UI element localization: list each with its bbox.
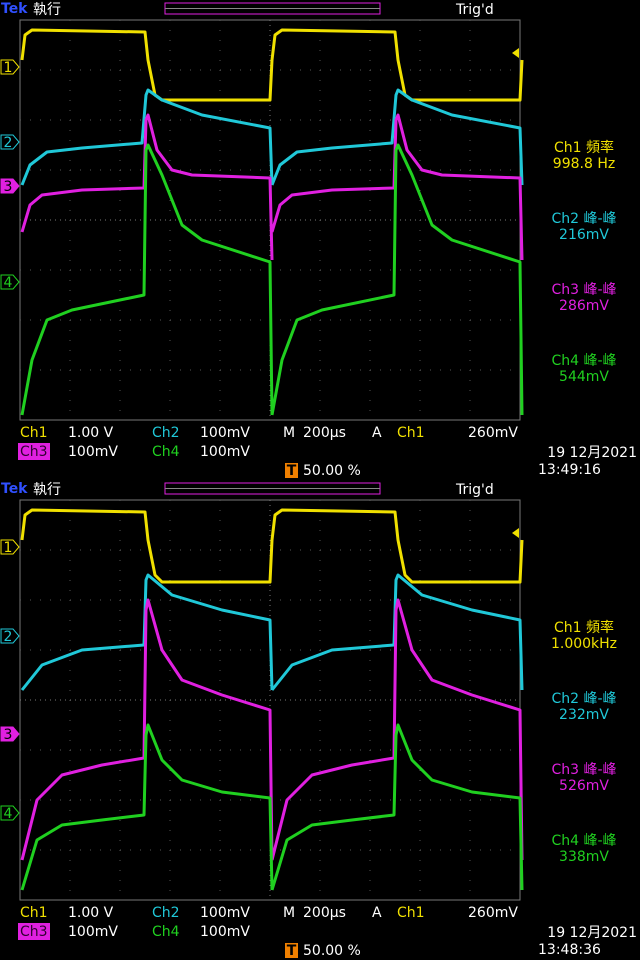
trigger-pos-icon [285, 943, 298, 958]
run-status: 執行 [33, 482, 61, 498]
setting: 100mV [200, 924, 250, 940]
trigger-state: Trig'd [455, 482, 494, 498]
measurement-value: 338mV [559, 849, 609, 865]
channel-marker [0, 178, 20, 194]
setting: Ch4 [152, 444, 180, 460]
ch3-tag [18, 443, 50, 460]
setting: 100mV [200, 444, 250, 460]
measurement-value: 526mV [559, 778, 609, 794]
setting: 100mV [68, 444, 118, 460]
setting: M [283, 425, 295, 441]
setting: M [283, 905, 295, 921]
setting: 100mV [200, 425, 250, 441]
waveform [20, 88, 524, 186]
setting: Ch2 [152, 905, 180, 921]
brand: Tek [1, 1, 28, 17]
measurement-value: 216mV [559, 227, 609, 243]
measurement-label: Ch1 頻率 [554, 619, 614, 636]
setting: 200µs [303, 905, 346, 921]
trigger-pos-icon [285, 463, 298, 478]
channel-marker-label: 4 [4, 275, 13, 291]
waveform [20, 598, 524, 861]
ch3-tag [18, 923, 50, 940]
measurement-label: Ch2 峰-峰 [551, 211, 616, 227]
channel-marker [0, 274, 20, 290]
date: 19 12月2021 [547, 445, 637, 461]
channel-marker [0, 539, 20, 555]
waveform [20, 723, 524, 891]
trigger-pos-icon-label: T [287, 943, 297, 959]
measurement-value: 998.8 Hz [553, 156, 615, 172]
trigger-level [512, 528, 519, 538]
channel-marker [0, 134, 20, 150]
measurement-label: Ch2 峰-峰 [551, 691, 616, 707]
scope-screen: Tek 執行 T Trig'd 1 2 3 4 Ch1 頻率1.000kHz Ch2 峰-峰232… [0, 481, 637, 959]
measurement-value: 232mV [559, 707, 609, 723]
channel-marker-label: 1 [4, 60, 13, 76]
waveform [20, 573, 524, 691]
channel-marker-label: 3 [4, 179, 13, 195]
setting: 1.00 V [68, 425, 114, 441]
waveform [20, 28, 524, 102]
trigger-pos-icon-label: T [287, 463, 297, 479]
channel-marker [0, 805, 20, 821]
channel-marker [0, 59, 20, 75]
waveform [20, 113, 524, 261]
setting: Ch3 [20, 444, 48, 460]
setting: 200µs [303, 425, 346, 441]
setting: A [372, 425, 382, 441]
setting: 260mV [468, 905, 518, 921]
measurement-value: 544mV [559, 369, 609, 385]
setting: Ch3 [20, 924, 48, 940]
setting: Ch4 [152, 924, 180, 940]
setting: Ch2 [152, 425, 180, 441]
setting: Ch1 [397, 905, 425, 921]
channel-marker [0, 628, 20, 644]
run-status: 執行 [33, 2, 61, 18]
channel-marker-label: 2 [4, 629, 13, 645]
setting: Ch1 [20, 425, 48, 441]
channel-marker-label: 3 [4, 727, 13, 743]
trigger-position: 50.00 % [303, 943, 361, 959]
trigger-state: Trig'd [455, 2, 494, 18]
brand: Tek [1, 481, 28, 497]
time: 13:49:16 [538, 462, 601, 478]
measurement-label: Ch3 峰-峰 [551, 762, 616, 778]
measurement-label: Ch1 頻率 [554, 139, 614, 156]
measurement-label: Ch4 峰-峰 [551, 833, 616, 849]
date: 19 12月2021 [547, 925, 637, 941]
setting: Ch1 [20, 905, 48, 921]
channel-marker-label: 1 [4, 540, 13, 556]
setting: A [372, 905, 382, 921]
setting: 100mV [200, 905, 250, 921]
channel-marker [0, 726, 20, 742]
waveform [20, 143, 524, 416]
trigger-level [512, 48, 519, 58]
waveform [20, 508, 524, 584]
measurement-value: 286mV [559, 298, 609, 314]
setting: 100mV [68, 924, 118, 940]
channel-marker-label: 4 [4, 806, 13, 822]
channel-marker-label: 2 [4, 135, 13, 151]
setting: 1.00 V [68, 905, 114, 921]
measurement-value: 1.000kHz [551, 636, 617, 652]
measurement-label: Ch4 峰-峰 [551, 353, 616, 369]
setting: Ch1 [397, 425, 425, 441]
trigger-position: 50.00 % [303, 463, 361, 479]
time: 13:48:36 [538, 942, 601, 958]
measurement-label: Ch3 峰-峰 [551, 282, 616, 298]
setting: 260mV [468, 425, 518, 441]
